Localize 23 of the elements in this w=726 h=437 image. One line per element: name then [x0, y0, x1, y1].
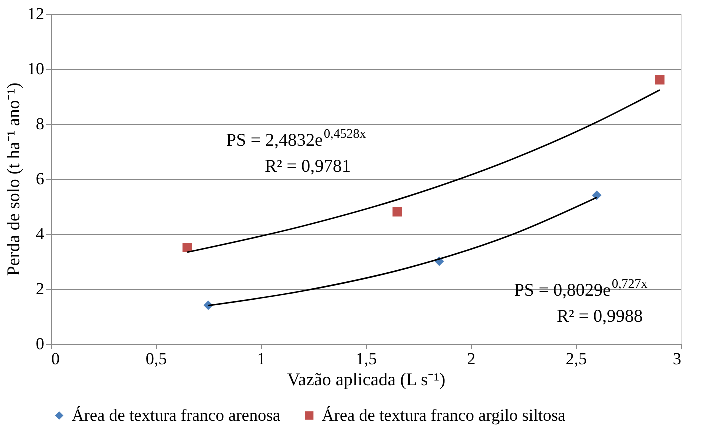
legend-label: Área de textura franco argilo siltosa [322, 406, 566, 425]
x-tick-label: 1 [257, 350, 266, 368]
y-tick-label: 10 [28, 60, 44, 78]
point [592, 190, 602, 200]
x-tick-label: 3 [673, 350, 682, 368]
point [655, 75, 665, 85]
y-tick-label: 0 [36, 334, 44, 354]
annotation: R² = 0,9781 [264, 156, 351, 176]
y-axis-title: Perda de solo (t ha⁻¹ ano⁻¹) [4, 82, 24, 276]
annotation: R² = 0,9988 [556, 306, 643, 326]
y-tick-label: 8 [36, 114, 44, 134]
x-axis-title: Vazão aplicada (L s⁻¹) [287, 370, 446, 390]
y-tick-label: 12 [28, 4, 44, 24]
x-tick-label: 2 [467, 350, 476, 368]
x-tick-label: 0 [52, 350, 60, 368]
point [392, 207, 402, 217]
y-tick-label: 6 [36, 170, 44, 188]
x-tick-label: 1,5 [356, 350, 378, 368]
x-tick-label: 0,5 [146, 350, 168, 368]
y-tick-label: 2 [36, 280, 44, 298]
y-tick-label: 4 [36, 224, 45, 244]
legend-label: Área de textura franco arenosa [72, 406, 282, 425]
x-tick-label: 2,5 [566, 350, 588, 368]
